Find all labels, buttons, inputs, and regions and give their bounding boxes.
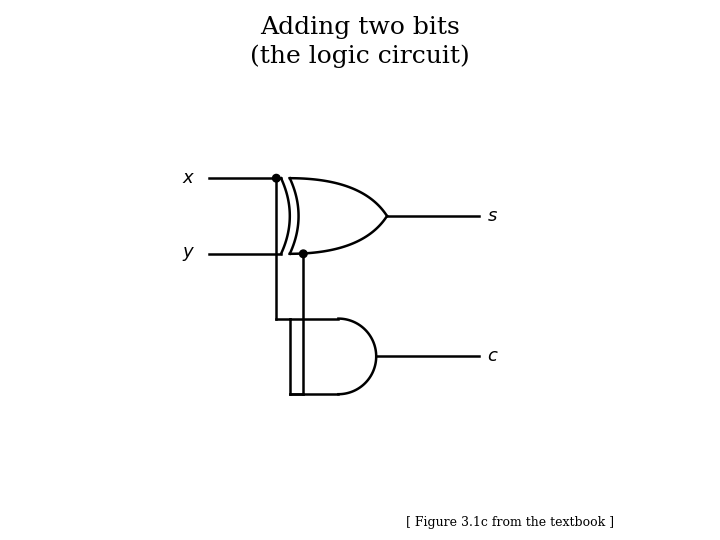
Circle shape bbox=[272, 174, 280, 182]
Text: $s$: $s$ bbox=[487, 207, 498, 225]
Text: $c$: $c$ bbox=[487, 347, 498, 366]
Circle shape bbox=[300, 250, 307, 258]
Text: Adding two bits
(the logic circuit): Adding two bits (the logic circuit) bbox=[250, 16, 470, 68]
Text: $y$: $y$ bbox=[182, 245, 195, 263]
Text: [ Figure 3.1c from the textbook ]: [ Figure 3.1c from the textbook ] bbox=[405, 516, 613, 529]
Text: $x$: $x$ bbox=[182, 169, 195, 187]
